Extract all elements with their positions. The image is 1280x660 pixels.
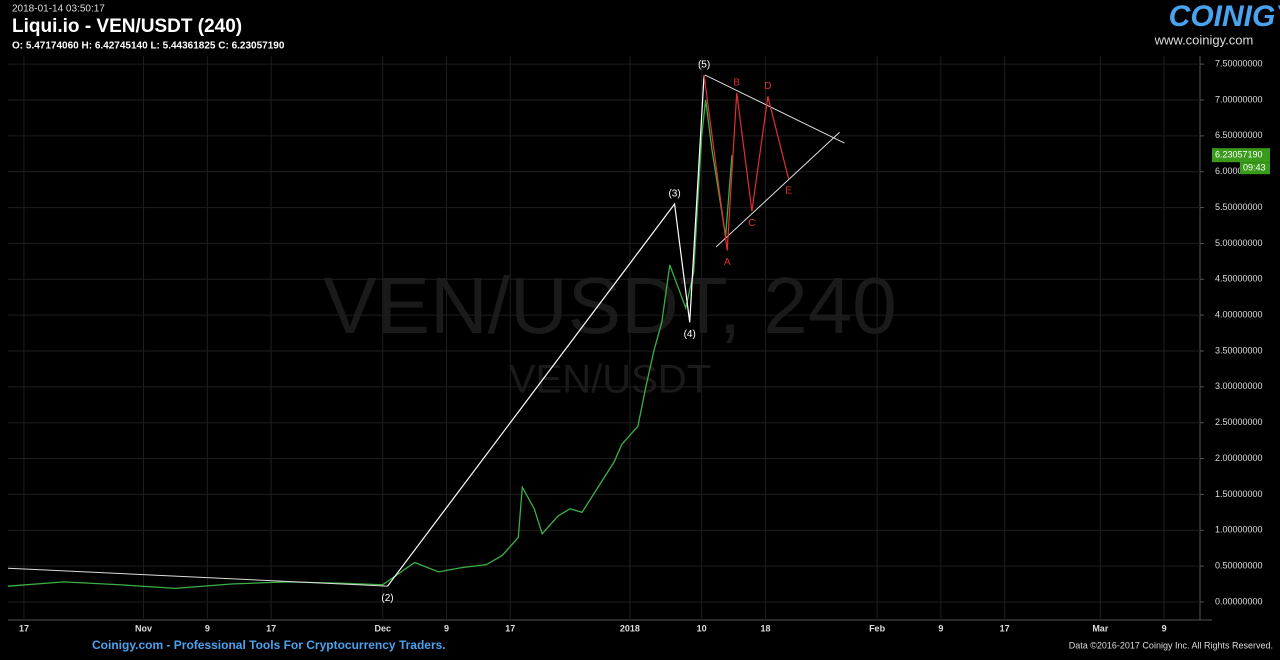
wave-label: (5) <box>698 60 710 71</box>
wave-label: (3) <box>668 189 680 200</box>
x-tick-label: 17 <box>505 623 515 633</box>
y-tick-label: 5.50000000 <box>1215 202 1263 212</box>
correction-label: A <box>724 257 731 268</box>
y-tick-label: 2.00000000 <box>1215 453 1263 463</box>
correction-label: C <box>748 218 755 229</box>
correction-line <box>703 74 790 251</box>
chart-title: Liqui.io - VEN/USDT (240) <box>12 16 242 37</box>
x-tick-label: 17 <box>266 623 276 633</box>
x-tick-label: Nov <box>135 623 152 633</box>
y-tick-label: 4.50000000 <box>1215 274 1263 284</box>
x-tick-label: 9 <box>444 623 449 633</box>
x-tick-label: Dec <box>374 623 391 633</box>
x-tick-label: 10 <box>697 623 707 633</box>
timestamp: 2018-01-14 03:50:17 <box>12 4 105 15</box>
x-tick-label: 17 <box>1000 623 1010 633</box>
last-price-badge <box>1212 148 1270 163</box>
watermark-sub: VEN/USDT <box>509 358 711 402</box>
wave-label: (2) <box>381 593 393 604</box>
price-line <box>7 99 733 589</box>
y-tick-label: 3.00000000 <box>1215 381 1263 391</box>
y-tick-label: 6.00000000 <box>1215 166 1263 176</box>
footer-right: Data ©2016-2017 Coinigy Inc. All Rights … <box>1069 640 1273 650</box>
correction-label: E <box>785 186 792 197</box>
y-tick-label: 7.50000000 <box>1215 59 1263 69</box>
y-tick-label: 0.00000000 <box>1215 596 1263 606</box>
footer-left: Coinigy.com - Professional Tools For Cry… <box>92 638 446 652</box>
y-tick-label: 5.00000000 <box>1215 238 1263 248</box>
triangle-line <box>704 74 845 144</box>
y-tick-label: 1.50000000 <box>1215 489 1263 499</box>
x-tick-label: Mar <box>1092 623 1109 633</box>
logo: COINIGY <box>1169 0 1280 33</box>
y-tick-label: 2.50000000 <box>1215 417 1263 427</box>
x-tick-label: 17 <box>19 623 29 633</box>
x-tick-label: 2018 <box>620 623 640 633</box>
y-tick-label: 6.50000000 <box>1215 130 1263 140</box>
x-tick-label: 18 <box>760 623 770 633</box>
x-tick-label: 9 <box>938 623 943 633</box>
correction-label: B <box>733 77 740 88</box>
wave-line <box>387 74 705 587</box>
logo-url: www.coinigy.com <box>1154 32 1254 47</box>
y-tick-label: 7.00000000 <box>1215 94 1263 104</box>
countdown-badge <box>1240 162 1270 175</box>
countdown: 09:43 <box>1243 163 1266 173</box>
watermark: VEN/USDT, 240 <box>323 261 897 350</box>
triangle-line <box>715 131 840 248</box>
y-tick-label: 3.50000000 <box>1215 345 1263 355</box>
trend-line <box>7 567 388 587</box>
x-tick-label: 9 <box>1162 623 1167 633</box>
last-price-label: 6.23057190 <box>1215 150 1263 160</box>
y-tick-label: 0.50000000 <box>1215 560 1263 570</box>
x-tick-label: 9 <box>205 623 210 633</box>
wave-label: (4) <box>684 329 696 340</box>
x-tick-label: Feb <box>869 623 886 633</box>
correction-label: D <box>764 81 771 92</box>
y-tick-label: 1.00000000 <box>1215 525 1263 535</box>
ohlc: O: 5.47174060 H: 6.42745140 L: 5.4436182… <box>12 41 285 52</box>
y-tick-label: 4.00000000 <box>1215 310 1263 320</box>
